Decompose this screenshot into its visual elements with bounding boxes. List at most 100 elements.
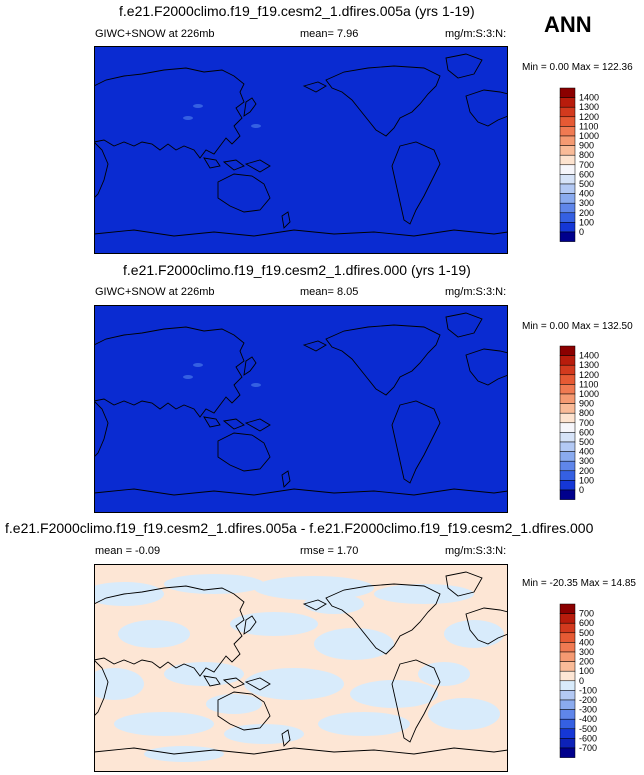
- colorbar-tick-label: 500: [579, 179, 594, 189]
- coastline-segment: [94, 400, 109, 458]
- colorbar-swatch: [559, 145, 576, 156]
- colorbar-tick-label: 100: [579, 475, 594, 485]
- panel-2-minmax: Min = 0.00 Max = 132.50: [522, 321, 633, 332]
- panel-2-field-blips: [183, 363, 261, 387]
- colorbar-swatch: [559, 680, 576, 691]
- field-blip: [193, 104, 203, 108]
- panel-1-mean: mean= 7.96: [300, 28, 359, 40]
- panel-2-colorbar: 1400130012001100100090080070060050040030…: [559, 345, 599, 500]
- field-blip: [183, 375, 193, 379]
- colorbar-swatch: [559, 164, 576, 175]
- colorbar-swatch: [559, 661, 576, 672]
- difference-patch: [314, 628, 394, 660]
- coastline-segment: [244, 418, 271, 432]
- field-blip: [251, 383, 261, 387]
- colorbar-tick-label: 1000: [579, 131, 599, 141]
- colorbar-swatch: [559, 699, 576, 710]
- colorbar-swatch: [559, 384, 576, 395]
- colorbar-tick-label: 400: [579, 447, 594, 457]
- colorbar-swatch: [559, 642, 576, 653]
- colorbar-tick-label: 100: [579, 217, 594, 227]
- coastline-segment: [281, 211, 291, 229]
- coastline-segment: [94, 229, 508, 237]
- colorbar-tick-label: 500: [579, 437, 594, 447]
- colorbar-tick-label: 300: [579, 647, 594, 657]
- coastline-segment: [391, 141, 441, 225]
- coastline-segment: [244, 677, 271, 691]
- colorbar-tick-label: 0: [579, 227, 584, 237]
- colorbar-swatch: [559, 202, 576, 214]
- difference-patch: [428, 698, 500, 730]
- colorbar-swatch: [559, 135, 576, 146]
- colorbar-tick-label: 0: [579, 485, 584, 495]
- coastline-segment: [203, 157, 221, 169]
- colorbar-tick-label: 0: [579, 676, 584, 686]
- coastline-segment: [94, 488, 508, 496]
- colorbar-swatch: [559, 441, 576, 452]
- colorbar-tick-label: -100: [579, 685, 597, 695]
- colorbar-swatch: [559, 183, 576, 194]
- colorbar-tick-label: 1000: [579, 389, 599, 399]
- colorbar-tick-label: -400: [579, 714, 597, 724]
- colorbar-tick-label: 1200: [579, 112, 599, 122]
- colorbar-tick-label: -700: [579, 743, 597, 753]
- difference-patch: [254, 576, 374, 600]
- panel-2-map-field: [94, 305, 508, 513]
- coastline-segment: [94, 326, 245, 418]
- colorbar-tick-label: 1100: [579, 379, 598, 389]
- coastline-segment: [325, 324, 441, 396]
- colorbar-tick-label: -300: [579, 705, 597, 715]
- difference-patch: [118, 620, 190, 648]
- panel-3-coastlines: [94, 571, 508, 755]
- colorbar-tick-label: 400: [579, 189, 594, 199]
- colorbar-swatch: [559, 393, 576, 404]
- colorbar-swatch: [559, 403, 576, 414]
- colorbar-swatch: [559, 116, 576, 127]
- colorbar-swatch: [559, 451, 576, 462]
- colorbar-swatch: [559, 106, 576, 118]
- colorbar-swatch: [559, 193, 576, 204]
- coastline-segment: [243, 97, 257, 117]
- coastline-segment: [281, 470, 291, 488]
- coastline-segment: [391, 400, 441, 484]
- colorbar-swatch: [559, 718, 576, 730]
- colorbar-tick-label: 300: [579, 456, 594, 466]
- difference-patch: [114, 712, 214, 736]
- coastline-segment: [217, 691, 271, 731]
- colorbar-swatch: [559, 690, 576, 701]
- colorbar-swatch: [559, 412, 576, 424]
- season-label: ANN: [544, 12, 592, 37]
- panel-3-mean: mean = -0.09: [95, 545, 161, 557]
- colorbar-tick-label: 500: [579, 628, 594, 638]
- coastline-segment: [244, 159, 271, 173]
- difference-patch: [224, 724, 304, 744]
- coastline-segment: [445, 312, 483, 338]
- coastline-segment: [94, 67, 245, 159]
- colorbar-tick-label: 1100: [579, 121, 598, 131]
- colorbar-swatch: [559, 174, 576, 185]
- panel-2-mean: mean= 8.05: [300, 286, 359, 298]
- colorbar-tick-label: 800: [579, 150, 594, 160]
- panel-1-colorbar: 1400130012001100100090080070060050040030…: [559, 87, 599, 242]
- coastline-segment: [203, 675, 221, 687]
- difference-patch: [164, 574, 264, 594]
- coastline-segment: [243, 356, 257, 376]
- colorbar-swatch: [559, 154, 576, 166]
- difference-patch: [144, 746, 224, 762]
- difference-patch: [230, 612, 318, 636]
- colorbar-swatch: [559, 480, 576, 491]
- coastline-segment: [445, 571, 483, 597]
- colorbar-swatch: [559, 489, 576, 500]
- colorbar-tick-label: 200: [579, 466, 594, 476]
- coastline-segment: [281, 729, 291, 747]
- panel-3-units: mg/m:S:3:N:: [445, 545, 507, 557]
- colorbar-swatch: [559, 222, 576, 233]
- colorbar-tick-label: 1300: [579, 360, 599, 370]
- difference-patch: [94, 582, 164, 606]
- colorbar-tick-label: 900: [579, 399, 594, 409]
- coastline-segment: [94, 659, 109, 717]
- colorbar-tick-label: 700: [579, 160, 594, 170]
- colorbar-swatch: [559, 364, 576, 376]
- field-blip: [251, 124, 261, 128]
- colorbar-tick-label: 600: [579, 427, 594, 437]
